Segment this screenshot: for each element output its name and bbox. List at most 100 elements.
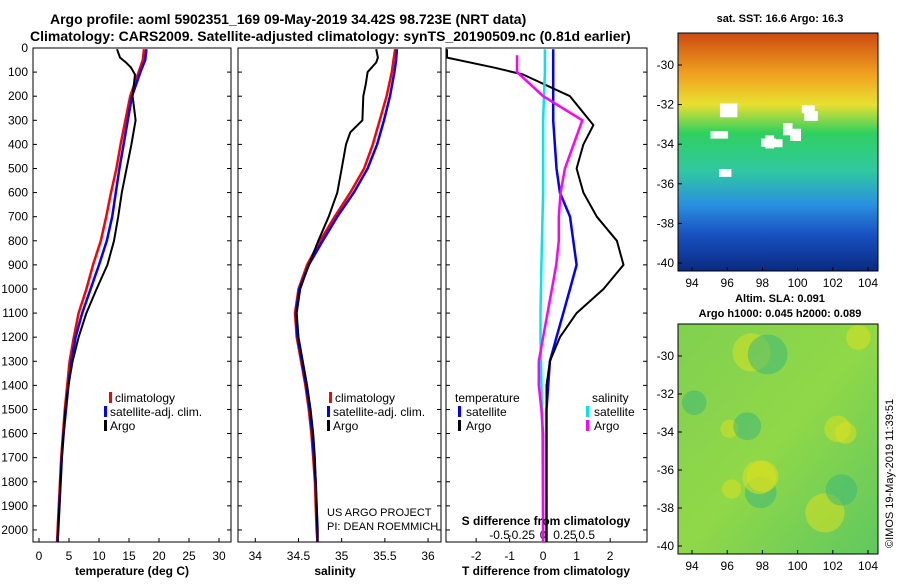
sst-map-texture bbox=[710, 103, 818, 177]
x-tick-label: 34.5 bbox=[287, 549, 311, 563]
sst-map-panel: sat. SST: 16.6 Argo: 16.3 94 96 98 100 102 10… bbox=[657, 13, 879, 290]
depth-tick-label: 600 bbox=[8, 186, 28, 200]
sla-map-title-2: Argo h1000: 0.045 h2000: 0.089 bbox=[699, 308, 862, 320]
depth-tick-labels: 0 100 200 300 400 500 600 700 800 900 1000 1100 1200… bbox=[1, 41, 28, 537]
depth-tick-label: 2000 bbox=[1, 523, 28, 537]
sla-anomaly-blob bbox=[742, 460, 777, 495]
temperature-panel: 0 5 10 15 20 25 30 temperature (deg C) climato… bbox=[32, 47, 232, 578]
salinity-plot-frame bbox=[237, 47, 442, 543]
x-tick-label: -2 bbox=[471, 549, 482, 563]
sst-map-frame bbox=[677, 32, 879, 272]
s-tick-label: 0.25 bbox=[553, 528, 577, 542]
legend-swatch-satellite bbox=[104, 406, 107, 417]
legend-label-satellite: satellite-adj. clim. bbox=[110, 405, 202, 419]
depth-tick-label: 1400 bbox=[1, 378, 28, 392]
cloud-mask-patch bbox=[719, 103, 738, 118]
depth-tick-label: 0 bbox=[21, 41, 28, 55]
sla-map-panel: Altim. SLA: 0.091 Argo h1000: 0.045 h200… bbox=[657, 293, 879, 573]
depth-tick-label: 1300 bbox=[1, 354, 28, 368]
map-y-tick-label: -34 bbox=[657, 137, 675, 151]
map-x-tick-label: 98 bbox=[756, 559, 770, 573]
depth-tick-label: 200 bbox=[8, 89, 28, 103]
depth-tick-label: 1900 bbox=[1, 499, 28, 513]
legend-title-salinity: salinity bbox=[592, 391, 629, 405]
map-x-tick-label: 96 bbox=[721, 559, 735, 573]
depth-tick-label: 1500 bbox=[1, 402, 28, 416]
sla-map-texture bbox=[681, 325, 871, 533]
legend-label-climatology: climatology bbox=[335, 391, 395, 405]
temperature-xlabel: temperature (deg C) bbox=[75, 564, 189, 578]
map-y-tick-label: -30 bbox=[657, 58, 675, 72]
legend-swatch-s-satellite bbox=[586, 406, 589, 417]
map-x-tick-label: 100 bbox=[788, 276, 808, 290]
legend-swatch-s-argo bbox=[586, 420, 589, 431]
sla-anomaly-blob bbox=[824, 415, 851, 443]
depth-tick-label: 1700 bbox=[1, 451, 28, 465]
sla-anomaly-blob bbox=[722, 479, 742, 499]
legend-label-argo: Argo bbox=[110, 419, 136, 433]
map-x-tick-label: 100 bbox=[788, 559, 808, 573]
sla-anomaly-blob bbox=[825, 474, 858, 506]
x-tick-label: 15 bbox=[122, 549, 136, 563]
map-x-tick-label: 94 bbox=[685, 276, 699, 290]
title-line-2: Climatology: CARS2009. Satellite-adjuste… bbox=[30, 28, 631, 44]
salinity-legend: climatology satellite-adj. clim. Argo bbox=[327, 391, 425, 433]
map-x-tick-label: 104 bbox=[858, 276, 878, 290]
difference-panel: -2 -1 0 1 2-0.5-0.25 0 0.25 0.5 S difference fr… bbox=[445, 47, 648, 578]
depth-tick-label: 800 bbox=[8, 234, 28, 248]
depth-tick-label: 700 bbox=[8, 210, 28, 224]
legend-title-temperature: temperature bbox=[455, 391, 520, 405]
x-tick-label: 5 bbox=[66, 549, 73, 563]
map-x-tick-label: 102 bbox=[823, 559, 843, 573]
depth-tick-label: 1800 bbox=[1, 475, 28, 489]
depth-tick-label: 1200 bbox=[1, 330, 28, 344]
legend-label-s-satellite: satellite bbox=[594, 405, 635, 419]
legend-label-s-argo: Argo bbox=[594, 419, 620, 433]
x-tick-label: 0 bbox=[540, 549, 547, 563]
salinity-axis-ticks: 34 34.5 35 35.5 36 bbox=[238, 47, 441, 563]
temperature-legend: climatology satellite-adj. clim. Argo bbox=[104, 391, 202, 433]
legend-label-t-satellite: satellite bbox=[466, 405, 507, 419]
x-tick-label: 35 bbox=[335, 549, 349, 563]
cloud-mask-patch bbox=[718, 168, 732, 177]
depth-tick-label: 1000 bbox=[1, 282, 28, 296]
map-y-tick-label: -34 bbox=[657, 425, 675, 439]
depth-tick-label: 1100 bbox=[2, 306, 28, 320]
series-line-s-argo bbox=[515, 55, 584, 542]
s-tick-label: -0.5 bbox=[489, 528, 510, 542]
map-y-tick-label: -32 bbox=[657, 98, 675, 112]
temperature-plot-frame bbox=[32, 47, 232, 543]
sla-anomaly-blob bbox=[733, 412, 762, 441]
map-y-tick-label: -36 bbox=[657, 177, 675, 191]
map-y-tick-label: -30 bbox=[657, 349, 675, 363]
sla-anomaly-blob bbox=[846, 325, 871, 350]
map-y-tick-label: -36 bbox=[657, 463, 675, 477]
series-line-argo bbox=[295, 49, 379, 542]
legend-swatch-argo bbox=[327, 420, 330, 431]
x-tick-label: 0 bbox=[36, 549, 43, 563]
s-tick-label: -0.25 bbox=[508, 528, 536, 542]
map-y-tick-label: -38 bbox=[657, 216, 675, 230]
x-tick-label: 30 bbox=[212, 549, 226, 563]
depth-tick-label: 500 bbox=[8, 161, 28, 175]
t-difference-label: T difference from climatology bbox=[462, 564, 630, 578]
depth-tick-label: 400 bbox=[8, 137, 28, 151]
depth-tick-label: 1600 bbox=[1, 427, 28, 441]
temperature-series bbox=[55, 48, 148, 543]
project-credit: US ARGO PROJECT bbox=[327, 507, 432, 519]
map-x-tick-label: 94 bbox=[685, 559, 699, 573]
legend-swatch-satellite bbox=[327, 406, 330, 417]
sst-map-title: sat. SST: 16.6 Argo: 16.3 bbox=[717, 13, 844, 25]
x-tick-label: 10 bbox=[92, 549, 106, 563]
sla-map-ticks: 94 96 98 100 102 104 -30 -32 -34 -36 -38 -40 bbox=[657, 349, 879, 573]
legend-swatch-t-argo bbox=[458, 420, 461, 431]
legend-label-t-argo: Argo bbox=[466, 419, 492, 433]
s-tick-label: 0.5 bbox=[578, 528, 595, 542]
map-x-tick-label: 96 bbox=[721, 276, 735, 290]
x-tick-label: 34 bbox=[249, 549, 263, 563]
map-x-tick-label: 104 bbox=[858, 559, 878, 573]
sla-anomaly-blob bbox=[747, 334, 788, 375]
map-x-tick-label: 102 bbox=[823, 276, 843, 290]
salinity-xlabel: salinity bbox=[314, 564, 356, 578]
